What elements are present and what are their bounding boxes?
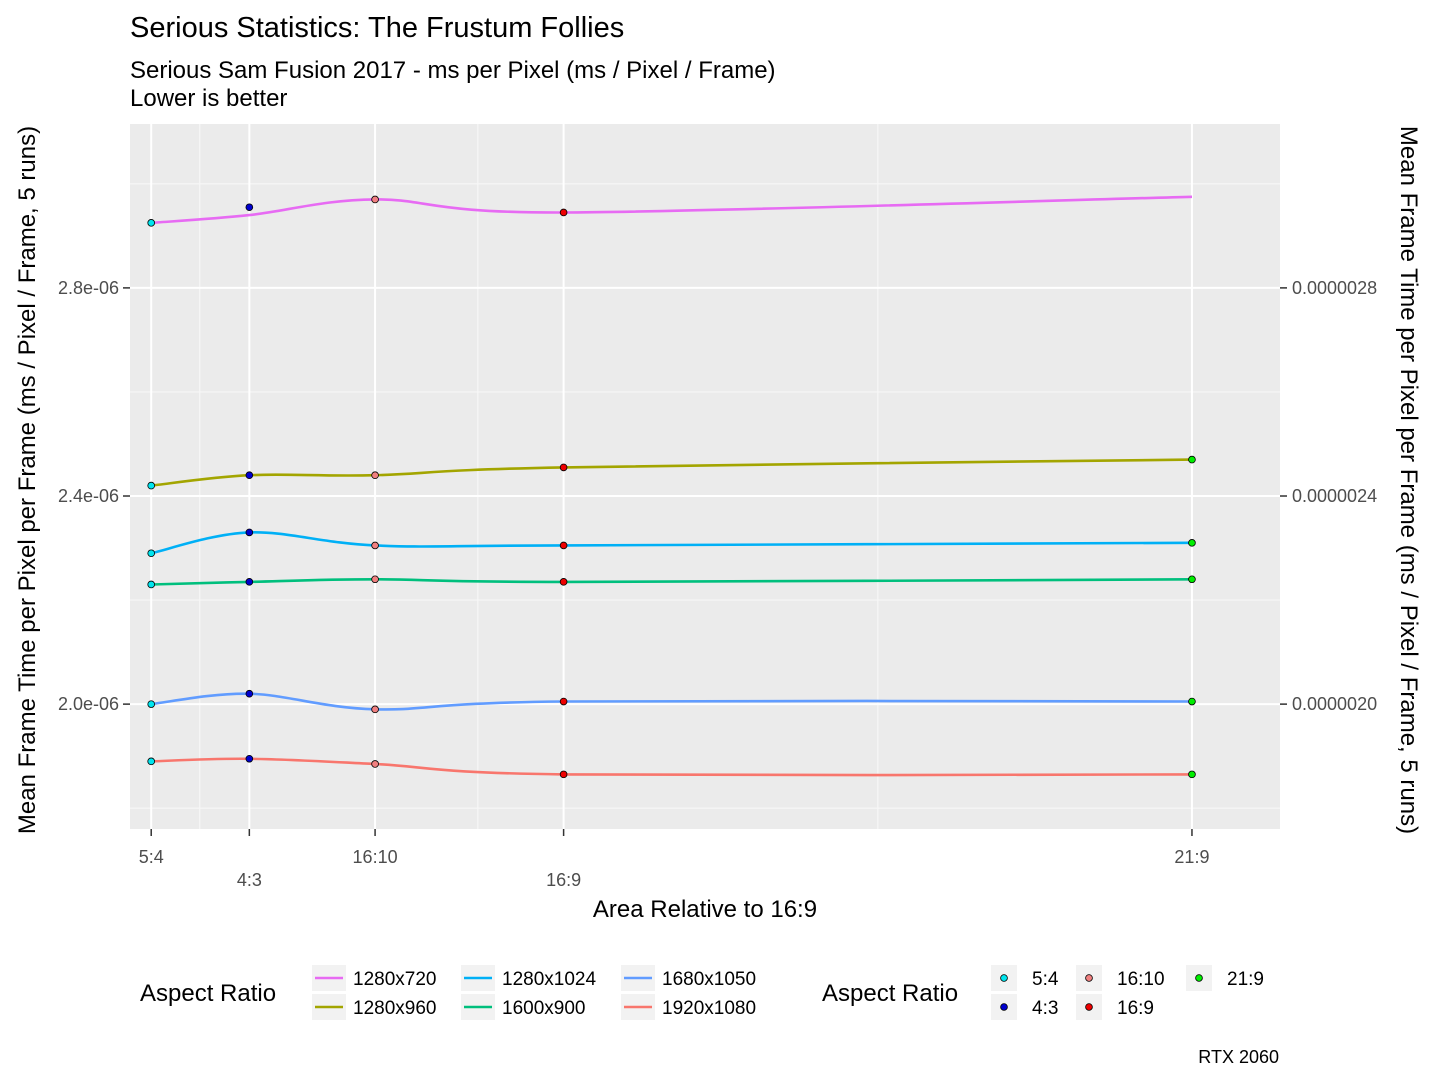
point-legend-title: Aspect Ratio	[822, 980, 958, 1007]
legend-swatch-4-3	[1000, 1003, 1008, 1011]
chart-title: Serious Statistics: The Frustum Follies	[130, 12, 624, 44]
legend-swatch-5-4	[1000, 974, 1008, 982]
data-point-1280x720-16-10	[371, 195, 379, 204]
data-point-1280x1024-16-9	[559, 541, 568, 550]
data-point-1600x900-5-4	[147, 580, 156, 589]
y-axis-title-right: Mean Frame Time per Pixel per Frame (ms …	[1395, 126, 1422, 834]
data-point-1600x900-21-9	[1188, 575, 1196, 584]
data-point-1280x720-5-4	[147, 219, 156, 227]
legend-label-1280x720: 1280x720	[353, 969, 436, 990]
data-point-1680x1050-5-4	[147, 700, 156, 708]
legend-label-16-9: 16:9	[1117, 998, 1154, 1019]
data-point-1280x1024-4-3	[245, 528, 254, 537]
line-legend-title: Aspect Ratio	[140, 980, 276, 1007]
point-legend: 5:4 4:3 16:10 16:9 21:9	[991, 965, 1264, 1020]
legend-label-16-10: 16:10	[1117, 969, 1165, 990]
data-point-1680x1050-16-9	[559, 697, 568, 706]
data-point-1280x720-4-3	[245, 203, 254, 212]
series-line-1280x720	[151, 195, 1193, 225]
y-tick-label-left: 2.4e-06	[58, 486, 119, 506]
data-point-1920x1080-16-9	[559, 770, 568, 779]
data-point-1680x1050-21-9	[1188, 697, 1196, 706]
legend-label-4-3: 4:3	[1032, 998, 1058, 1019]
legend-label-5-4: 5:4	[1032, 969, 1059, 990]
chart-subtitle-line-2: Lower is better	[130, 85, 287, 112]
chart-caption: RTX 2060	[1198, 1047, 1279, 1067]
legend-label-21-9: 21:9	[1227, 969, 1264, 990]
x-tick-label: 4:3	[237, 870, 262, 890]
legend-label-1680x1050: 1680x1050	[662, 969, 756, 990]
y-tick-label-left: 2.0e-06	[58, 694, 119, 714]
x-tick-label: 21:9	[1174, 847, 1209, 867]
data-point-1280x960-5-4	[147, 481, 156, 490]
data-point-1680x1050-4-3	[245, 689, 254, 698]
x-tick-label: 5:4	[139, 847, 164, 867]
data-point-1600x900-16-9	[559, 578, 568, 586]
data-point-1920x1080-21-9	[1188, 770, 1196, 779]
data-point-1600x900-4-3	[245, 578, 254, 586]
grid-minor	[130, 124, 1280, 829]
data-point-1600x900-16-10	[371, 575, 379, 584]
data-point-1280x720-16-9	[559, 208, 568, 217]
data-point-1280x960-16-9	[559, 463, 568, 472]
y-tick-label-left: 2.8e-06	[58, 278, 119, 298]
x-tick-label: 16:9	[546, 870, 581, 890]
legend-swatch-21-9	[1195, 974, 1203, 982]
legend-label-1280x960: 1280x960	[353, 998, 436, 1019]
legend-label-1600x900: 1600x900	[502, 998, 585, 1019]
data-point-1280x1024-21-9	[1188, 539, 1196, 547]
data-point-1280x960-21-9	[1188, 455, 1196, 464]
axis-ticks: 5:4 4:3 16:10 16:9 21:9 2.0e-06 2.4e-06 2.8e-06…	[58, 278, 1377, 890]
x-tick-label: 16:10	[353, 847, 398, 867]
data-point-1680x1050-16-10	[371, 705, 379, 714]
data-point-1920x1080-4-3	[245, 754, 254, 763]
data-point-1280x960-16-10	[371, 471, 379, 479]
y-tick-label-right: 0.0000028	[1292, 278, 1377, 298]
data-point-1280x1024-16-10	[371, 541, 379, 550]
data-point-1920x1080-16-10	[371, 760, 379, 768]
y-tick-label-right: 0.0000020	[1292, 694, 1377, 714]
chart-subtitle-line-1: Serious Sam Fusion 2017 - ms per Pixel (…	[130, 57, 776, 84]
legend-swatch-16-10	[1085, 974, 1093, 982]
data-point-1280x1024-5-4	[147, 549, 156, 558]
plot-panel	[130, 124, 1280, 829]
legend-label-1920x1080: 1920x1080	[662, 998, 756, 1019]
y-tick-label-right: 0.0000024	[1292, 486, 1377, 506]
line-legend: 1280x720 1280x960 1280x1024 1600x900 1680x10…	[312, 965, 756, 1020]
y-axis-title-left: Mean Frame Time per Pixel per Frame (ms …	[14, 126, 41, 834]
legend-label-1280x1024: 1280x1024	[502, 969, 596, 990]
legend-swatch-16-9	[1085, 1003, 1093, 1011]
data-point-1920x1080-5-4	[147, 757, 156, 766]
data-point-1280x960-4-3	[245, 471, 254, 479]
x-axis-title: Area Relative to 16:9	[593, 896, 817, 923]
series-points	[147, 195, 1196, 779]
